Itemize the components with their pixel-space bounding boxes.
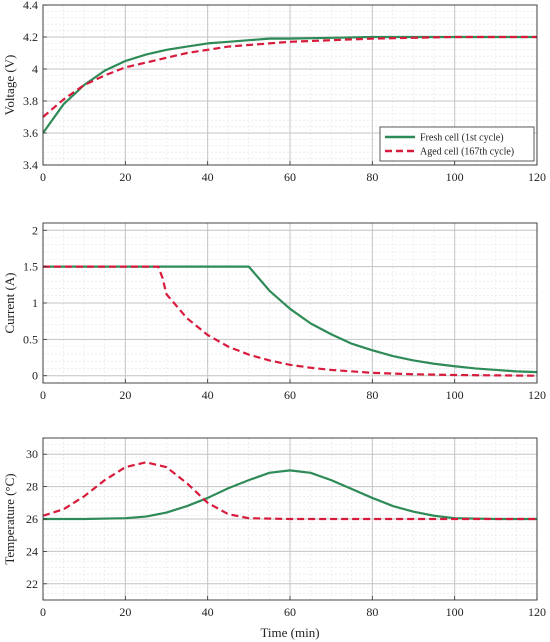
y-tick-label: 1.5 [23,260,38,274]
series-group [43,461,537,521]
y-tick-label: 0.5 [23,332,38,346]
x-tick-label: 0 [40,388,46,402]
x-tick-label: 100 [446,170,464,184]
y-tick-label: 4.2 [23,30,38,44]
legend-label-aged: Aged cell (167th cycle) [420,147,514,158]
legend-box [379,126,535,162]
x-tick-label: 120 [528,170,546,184]
y-tick-label: 22 [26,577,38,591]
x-axis-label: Time (min) [260,625,319,640]
x-tick-label: 80 [366,605,378,619]
x-tick-label: 0 [40,170,46,184]
x-tick-label: 40 [202,388,214,402]
y-tick-label: 26 [26,512,38,526]
series-line-aged [43,461,537,521]
y-tick-label: 28 [26,480,38,494]
y-axis-label: Voltage (V) [2,55,17,116]
y-tick-label: 1 [32,296,38,310]
y-axis-label: Temperature (°C) [2,473,17,564]
series-line-aged [43,35,537,118]
y-tick-label: 4 [32,62,38,76]
legend-label-fresh: Fresh cell (1st cycle) [420,133,504,144]
current-panel: 0 20 40 60 80 100 120 0 0.5 1 1.5 2 Current (A) [2,222,546,402]
y-tick-label: 3.8 [23,94,38,108]
x-tick-label: 120 [528,605,546,619]
x-tick-label: 0 [40,605,46,619]
temperature-panel: 0 20 40 60 80 100 120 22 24 26 28 30 Temperature (°C… [2,437,546,619]
series-line-aged [43,265,537,377]
y-tick-label: 30 [26,447,38,461]
x-tick-label: 60 [284,170,296,184]
x-tick-label: 100 [446,388,464,402]
series-line-fresh [43,469,537,521]
series-group [43,35,537,134]
y-tick-label: 24 [26,544,38,558]
x-tick-label: 80 [366,388,378,402]
x-tick-label: 40 [202,605,214,619]
x-tick-label: 60 [284,605,296,619]
voltage-panel: 0 20 40 60 80 100 120 3.4 3.6 3.8 4 4.2 4.4 Voltage (… [2,0,546,184]
x-tick-label: 60 [284,388,296,402]
legend: Fresh cell (1st cycle) Aged cell (167th … [379,126,535,162]
x-tick-label: 80 [366,170,378,184]
series-group [43,265,537,377]
x-tick-label: 40 [202,170,214,184]
y-tick-label: 3.6 [23,126,38,140]
y-tick-label: 0 [32,369,38,383]
x-tick-label: 120 [528,388,546,402]
x-tick-label: 20 [119,388,131,402]
x-tick-label: 20 [119,605,131,619]
y-tick-label: 3.4 [23,158,38,172]
series-line-fresh [43,265,537,374]
x-tick-label: 100 [446,605,464,619]
y-tick-label: 4.4 [23,0,38,12]
y-axis-label: Current (A) [2,272,17,333]
x-tick-label: 20 [119,170,131,184]
y-tick-label: 2 [32,223,38,237]
